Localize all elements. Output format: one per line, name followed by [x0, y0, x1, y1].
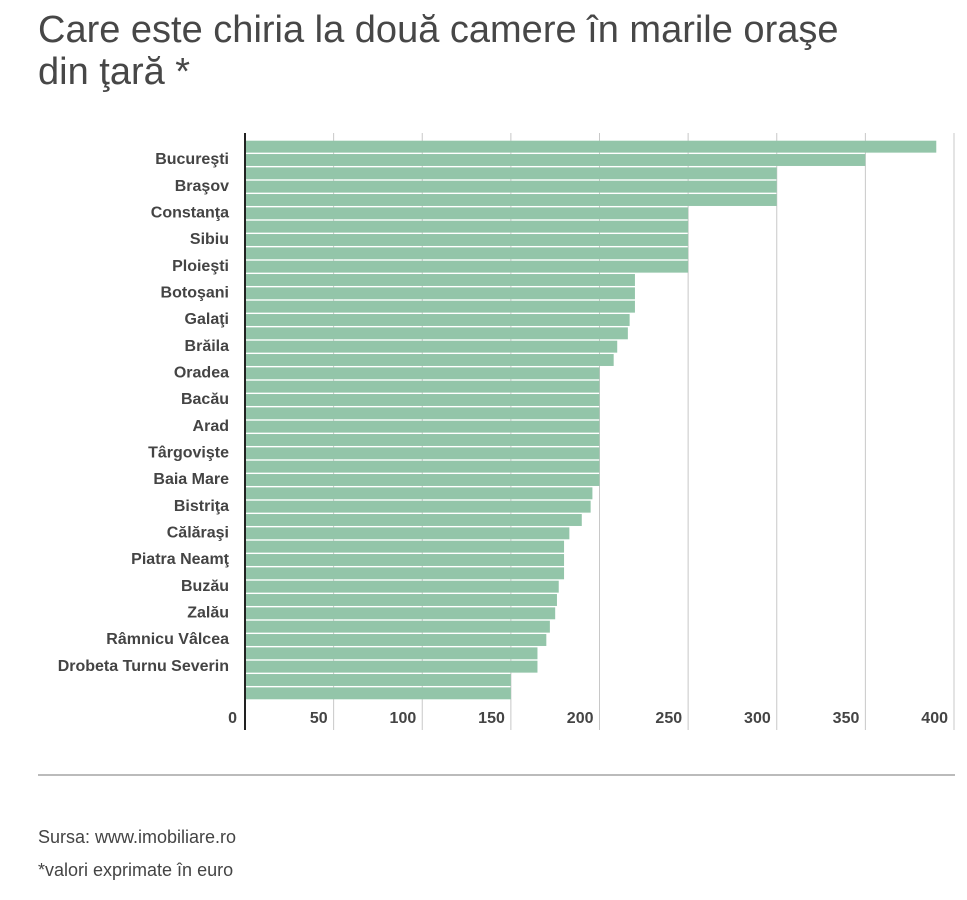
y-tick-label: Ploieşti: [172, 258, 229, 275]
bar: [245, 407, 600, 420]
x-tick-label: 250: [655, 710, 682, 727]
bar: [245, 194, 777, 206]
bar: [245, 674, 511, 686]
bar: [245, 167, 777, 180]
bar: [245, 500, 591, 513]
y-tick-label: Bistriţa: [174, 498, 229, 515]
y-tick-label: Călăraşi: [167, 525, 229, 542]
y-tick-label: Târgovişte: [148, 445, 229, 462]
y-tick-label: Arad: [193, 418, 229, 435]
bar: [245, 647, 538, 660]
bar: [245, 620, 550, 633]
bar: [245, 420, 600, 433]
bar: [245, 140, 937, 153]
bar: [245, 260, 689, 273]
x-tick-label: 300: [744, 710, 771, 727]
y-tick-label: Zalău: [187, 605, 229, 622]
bar: [245, 394, 600, 406]
bar: [245, 514, 582, 526]
y-tick-label: Râmnicu Vâlcea: [106, 631, 229, 648]
bar: [245, 220, 689, 233]
bar: [245, 527, 570, 540]
y-tick-label: Bacău: [181, 391, 229, 408]
x-tick-label: 100: [390, 710, 417, 727]
bar: [245, 340, 618, 353]
x-tick-label: 0: [228, 710, 237, 727]
bar: [245, 207, 689, 220]
bar: [245, 540, 565, 553]
y-tick-label: Drobeta Turnu Severin: [58, 658, 229, 675]
bar: [245, 487, 593, 500]
x-tick-label: 400: [921, 710, 948, 727]
y-tick-label: Buzău: [181, 578, 229, 595]
bar: [245, 634, 547, 646]
bar: [245, 607, 556, 620]
bar: [245, 687, 511, 700]
bar: [245, 180, 777, 193]
x-tick-label: 150: [478, 710, 505, 727]
y-tick-label: Botoşani: [161, 285, 229, 302]
bar: [245, 567, 565, 580]
bar: [245, 314, 630, 326]
bar: [245, 300, 635, 313]
source: Sursa: www.imobiliare.ro: [38, 827, 236, 847]
bar: [245, 234, 689, 246]
y-tick-label: Constanţa: [151, 205, 229, 222]
bar: [245, 447, 600, 460]
bar: [245, 474, 600, 486]
y-tick-label: Brăila: [185, 338, 230, 355]
bar: [245, 354, 614, 366]
chart-title: Care este chiria la două camere în maril…: [38, 9, 839, 51]
bar: [245, 434, 600, 446]
y-tick-label: Piatra Neamţ: [131, 551, 229, 568]
bar: [245, 460, 600, 473]
chart-subtitle: din ţară *: [38, 51, 190, 93]
y-tick-label: Galaţi: [185, 311, 229, 328]
bar: [245, 274, 635, 286]
y-tick-label: Bucureşti: [155, 151, 229, 168]
bar: [245, 580, 559, 593]
bar: [245, 367, 600, 380]
y-tick-label: Braşov: [175, 178, 229, 195]
bar: [245, 287, 635, 300]
bar: [245, 380, 600, 393]
y-tick-label: Oradea: [174, 365, 229, 382]
x-tick-label: 200: [567, 710, 594, 727]
bar: [245, 660, 538, 673]
bar: [245, 594, 557, 606]
y-tick-label: Sibiu: [190, 231, 229, 248]
x-tick-label: 350: [833, 710, 860, 727]
bar: [245, 554, 565, 566]
bar: [245, 247, 689, 260]
x-tick-label: 50: [310, 710, 328, 727]
bar: [245, 327, 628, 340]
bar: [245, 154, 866, 166]
note: *valori exprimate în euro: [38, 860, 233, 880]
y-tick-label: Baia Mare: [153, 471, 229, 488]
